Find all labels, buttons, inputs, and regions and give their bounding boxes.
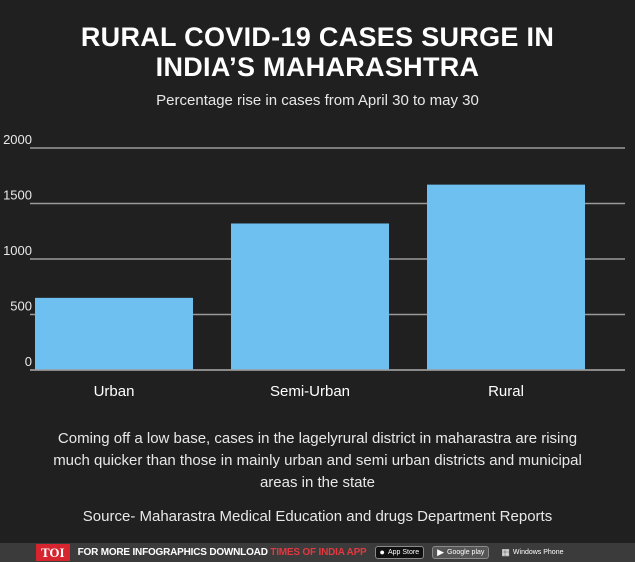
chart-title: RURAL COVID-19 CASES SURGE IN INDIA’S MA… (0, 22, 635, 82)
windows-icon: ▦ (501, 547, 510, 557)
y-tick-label-0: 0 (25, 354, 32, 369)
google-play-label: Google play (447, 549, 485, 556)
apple-icon: ● (379, 547, 385, 557)
y-tick-label-1500: 1500 (3, 188, 32, 203)
toi-logo[interactable]: TOI (36, 544, 70, 561)
y-tick-label-1000: 1000 (3, 243, 32, 258)
title-line-2: INDIA’S MAHARASHTRA (155, 52, 480, 82)
y-tick-label-500: 500 (10, 299, 32, 314)
chart-note: Coming off a low base, cases in the lage… (53, 430, 582, 491)
bar-semi-urban (231, 223, 389, 370)
x-tick-label-semi-urban: Semi-Urban (270, 383, 350, 400)
title-line-1: RURAL COVID-19 CASES SURGE IN (80, 22, 555, 52)
promo-app-name: TIMES OF INDIA APP (270, 547, 367, 558)
bar-urban (35, 297, 193, 370)
y-tick-label-2000: 2000 (3, 132, 32, 147)
footer-bar: TOI FOR MORE INFOGRAPHICS DOWNLOAD TIMES… (0, 543, 635, 562)
app-store-badge[interactable]: ● App Store (374, 546, 425, 559)
chart-subtitle: Percentage rise in cases from April 30 t… (156, 92, 479, 109)
windows-phone-label: Windows Phone (512, 549, 564, 556)
app-store-label: App Store (387, 549, 420, 556)
chart-source: Source- Maharastra Medical Education and… (82, 508, 553, 525)
play-icon: ▶ (437, 547, 445, 557)
promo-text: FOR MORE INFOGRAPHICS DOWNLOAD TIMES OF … (78, 547, 367, 558)
x-tick-label-rural: Rural (488, 383, 524, 400)
windows-phone-badge[interactable]: ▦ Windows Phone (497, 546, 567, 559)
promo-main: FOR MORE INFOGRAPHICS DOWNLOAD (77, 547, 271, 558)
bar-rural (427, 184, 585, 370)
google-play-badge[interactable]: ▶ Google play (432, 546, 490, 559)
bar-chart: 0 500 1000 1500 2000 Urban Semi-Urban Rural (3, 132, 625, 400)
x-tick-label-urban: Urban (94, 383, 135, 400)
